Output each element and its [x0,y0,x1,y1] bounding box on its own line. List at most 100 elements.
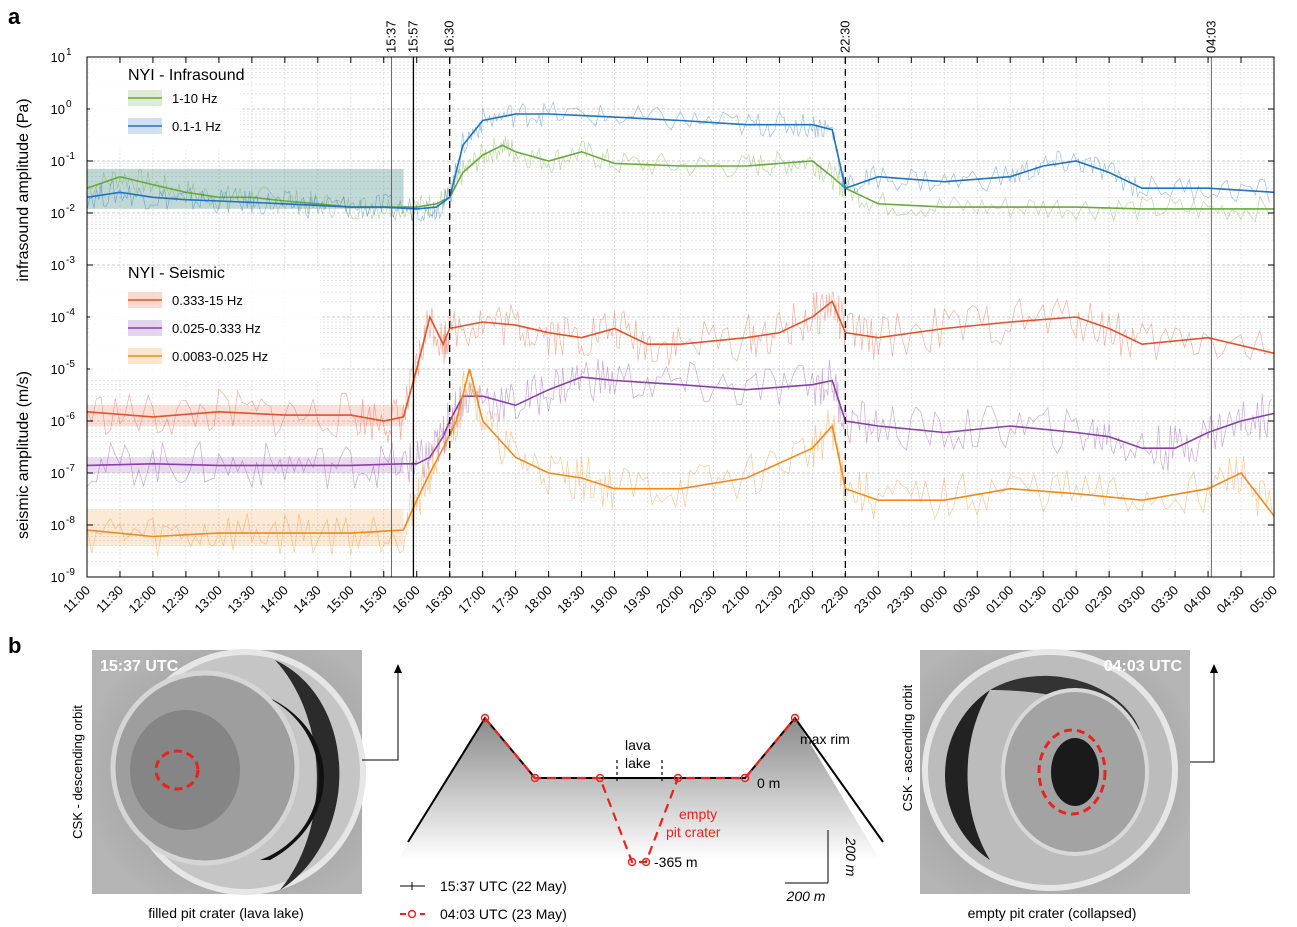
event-lines: 15:37 15:57 16:30 22:30 04:03 [383,20,1218,577]
series-line-0.333-15 Hz [87,300,1274,422]
y-tick-exponent: -1 [66,151,75,162]
x-tick-label: 18:30 [554,583,588,617]
x-tick-label: 00:30 [950,583,984,617]
right-photo-time: 04:03 UTC [1104,658,1183,675]
legend-black-label: 15:37 UTC (22 May) [440,878,567,894]
x-tick-label: 22:00 [785,583,819,617]
series-raw-0.1-1 Hz [87,101,1270,223]
panel-b-letter: b [8,633,21,658]
depth-label: -365 m [654,854,698,870]
empty-label: empty [679,806,717,822]
x-tick-label: 03:30 [1148,583,1182,617]
left-sar-image [92,649,366,895]
x-tick-label: 23:00 [851,583,885,617]
series-raw-0.333-15 Hz [87,291,1270,443]
legend-seismic-title: NYI - Seismic [128,265,225,282]
right-sar-image [920,649,1190,894]
x-tick-label: 20:00 [653,583,687,617]
zero-level-label: 0 m [757,775,780,791]
y-tick-label: 10 [51,310,65,325]
x-tick-label: 01:00 [983,583,1017,617]
x-tick-label: 05:00 [1247,583,1281,617]
x-tick-label: 12:00 [125,583,159,617]
x-tick-label: 17:30 [488,583,522,617]
series-raw-0.025-0.333 Hz [87,359,1272,489]
x-tick-label: 21:30 [752,583,786,617]
profile-1537 [407,716,884,843]
event-label-16:30: 16:30 [442,20,457,53]
profile-0403 [484,717,796,864]
right-photo-orbit-label: CSK - ascending orbit [900,684,915,811]
x-tick-label: 15:00 [323,583,357,617]
x-tick-label: 02:00 [1049,583,1083,617]
y-tick-exponent: -3 [66,255,75,266]
y-axis-label-seismic: seismic amplitude (m/s) [15,371,32,539]
legend-red-label: 04:03 UTC (23 May) [440,906,567,922]
y-tick-label: 10 [51,414,65,429]
pit-crater-label: pit crater [666,824,721,840]
y-tick-exponent: -4 [66,307,75,318]
legend-label-0.1-1 Hz: 0.1-1 Hz [172,119,221,134]
panel-a-letter: a [8,4,21,29]
y-tick-label: 10 [51,154,65,169]
x-tick-label: 04:30 [1214,583,1248,617]
x-tick-label: 16:30 [422,583,456,617]
y-tick-label: 10 [51,362,65,377]
x-tick-label: 22:30 [818,583,852,617]
y-axis-label-infrasound: infrasound amplitude (Pa) [15,98,32,281]
y-tick-exponent: -7 [66,463,75,474]
x-tick-label: 21:00 [719,583,753,617]
series-line-0.025-0.333 Hz [87,376,1274,467]
x-tick-label: 01:30 [1016,583,1050,617]
y-tick-label: 10 [51,518,65,533]
x-tick-label: 14:00 [257,583,291,617]
x-tick-label: 15:30 [356,583,390,617]
x-tick-label: 02:30 [1082,583,1116,617]
x-tick-label: 20:30 [686,583,720,617]
y-tick-label: 10 [51,50,65,65]
crater-profile-diagram [398,713,884,919]
y-tick-label: 10 [51,570,65,585]
legend-infrasound-title: NYI - Infrasound [128,67,245,84]
x-tick-label: 13:00 [191,583,225,617]
series-line-0.1-1 Hz [87,113,1274,210]
right-pit-outline [1037,728,1107,816]
band-0.333-15 Hz [87,405,404,427]
event-label-15:57: 15:57 [405,20,420,53]
legend: NYI - Infrasound NYI - Seismic 1-10 Hz 0.… [90,64,320,380]
x-tick-label: 19:30 [620,583,654,617]
x-tick-label: 14:30 [290,583,324,617]
legend-label-0.333-15 Hz: 0.333-15 Hz [172,293,243,308]
y-tick-label: 10 [51,466,65,481]
x-tick-label: 04:00 [1181,583,1215,617]
x-tick-label: 03:00 [1115,583,1149,617]
series-raw-1-10 Hz [87,136,1270,223]
y-tick-exponent: -6 [66,411,75,422]
x-tick-label: 11:00 [60,583,93,616]
series-lines [87,101,1274,557]
x-tick-label: 19:00 [587,583,621,617]
band-0.0083-0.025 Hz [87,509,404,546]
legend-label-0.0083-0.025 Hz: 0.0083-0.025 Hz [172,349,268,364]
photo-connectors [362,664,1218,763]
y-tick-label: 10 [51,206,65,221]
y-tick-label: 10 [51,258,65,273]
y-tick-exponent: -9 [66,567,75,578]
x-tick-label: 17:00 [455,583,489,617]
x-tick-label: 23:30 [884,583,918,617]
x-tick-label: 13:30 [224,583,258,617]
x-tick-label: 00:00 [917,583,951,617]
event-label-04:03: 04:03 [1203,20,1218,53]
lake-label: lake [625,755,651,771]
event-label-22:30: 22:30 [837,20,852,53]
left-photo-caption: filled pit crater (lava lake) [148,905,304,921]
max-rim-label: max rim [800,731,850,747]
y-tick-label: 10 [51,102,65,117]
horizontal-scale-label: 200 m [786,888,826,904]
legend-label-1-10 Hz: 1-10 Hz [172,91,218,106]
y-tick-exponent: -2 [66,203,75,214]
right-photo-caption: empty pit crater (collapsed) [968,905,1137,921]
left-photo-time: 15:37 UTC [100,658,179,675]
event-label-15:37: 15:37 [383,20,398,53]
